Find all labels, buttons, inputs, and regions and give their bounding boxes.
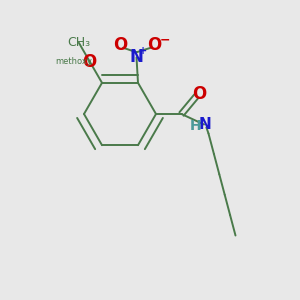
Text: N: N [130, 48, 143, 66]
Text: O: O [113, 36, 127, 54]
Text: CH₃: CH₃ [67, 36, 91, 49]
Text: methoxy: methoxy [55, 57, 92, 66]
Text: O: O [82, 52, 97, 70]
Text: H: H [190, 119, 201, 133]
Text: +: + [139, 46, 147, 56]
Text: O: O [192, 85, 206, 103]
Text: O: O [147, 36, 161, 54]
Text: −: − [160, 34, 170, 47]
Text: N: N [198, 117, 211, 132]
